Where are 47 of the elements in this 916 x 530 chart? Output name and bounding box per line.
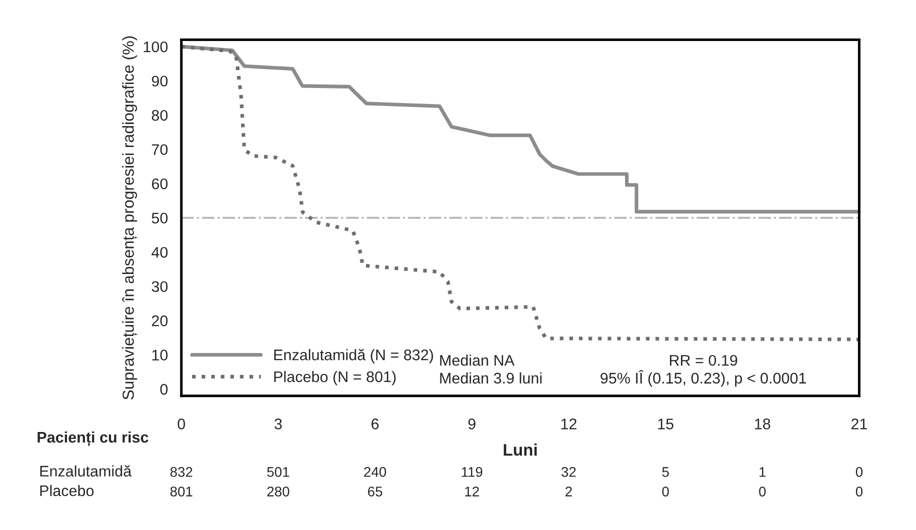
x-tick-label: 15: [658, 418, 674, 430]
text: 5: [662, 467, 669, 477]
line-series: [181, 44, 860, 342]
x-tick-label: 0: [178, 418, 186, 430]
annotation: 95% IÎ (0.15, 0.23), p < 0.0001: [600, 370, 806, 387]
text: 2: [566, 486, 572, 496]
annotation: Median NA: [440, 354, 514, 366]
x-tick-label: 9: [468, 418, 476, 430]
x-tick-label: 18: [755, 418, 770, 430]
text: 801: [170, 486, 192, 496]
y-tick-label: 30: [152, 281, 168, 292]
text: 119: [462, 467, 482, 477]
annotation: Median 3.9 luni: [440, 372, 542, 384]
text: 12: [465, 486, 479, 496]
y-tick-label: 20: [152, 315, 168, 326]
text: 0: [856, 486, 863, 496]
y-tick-label: 60: [152, 178, 168, 190]
x-axis-title: Luni: [504, 443, 537, 456]
text: 0: [759, 486, 766, 496]
x-tick-label: 6: [372, 418, 379, 430]
legend-label: Enzalutamidă (N = 832): [274, 348, 434, 364]
x-tick-label: 21: [851, 418, 867, 430]
annotation: RR = 0.19: [670, 354, 738, 366]
legend-label: Placebo (N = 801): [274, 370, 396, 386]
y-axis-title: Supraviețuire în absența progresiei radiografice (%): [122, 36, 138, 400]
y-tick-label: 10: [152, 350, 168, 360]
text: 240: [364, 467, 386, 477]
text: 65: [368, 486, 382, 496]
text: 832: [170, 467, 192, 477]
y-tick-label: 50: [152, 212, 168, 224]
text: 1: [760, 467, 766, 477]
y-tick-label: 90: [152, 76, 168, 87]
y-tick-label: 70: [152, 144, 168, 156]
text: 32: [562, 467, 576, 477]
text: 0: [662, 486, 669, 496]
text: 0: [856, 467, 863, 477]
y-tick-label: 80: [152, 110, 168, 121]
text: Placebo: [40, 484, 94, 496]
text: 280: [267, 486, 290, 496]
text: 501: [267, 467, 290, 477]
y-tick-label: 40: [152, 246, 168, 258]
text: Enzalutamidă: [40, 465, 132, 477]
text: Pacienți cu risc: [38, 431, 148, 446]
x-tick-label: 12: [561, 418, 576, 430]
x-tick-label: 3: [274, 418, 282, 430]
y-tick-label: 0: [160, 384, 168, 395]
y-tick-label: 100: [144, 41, 168, 52]
